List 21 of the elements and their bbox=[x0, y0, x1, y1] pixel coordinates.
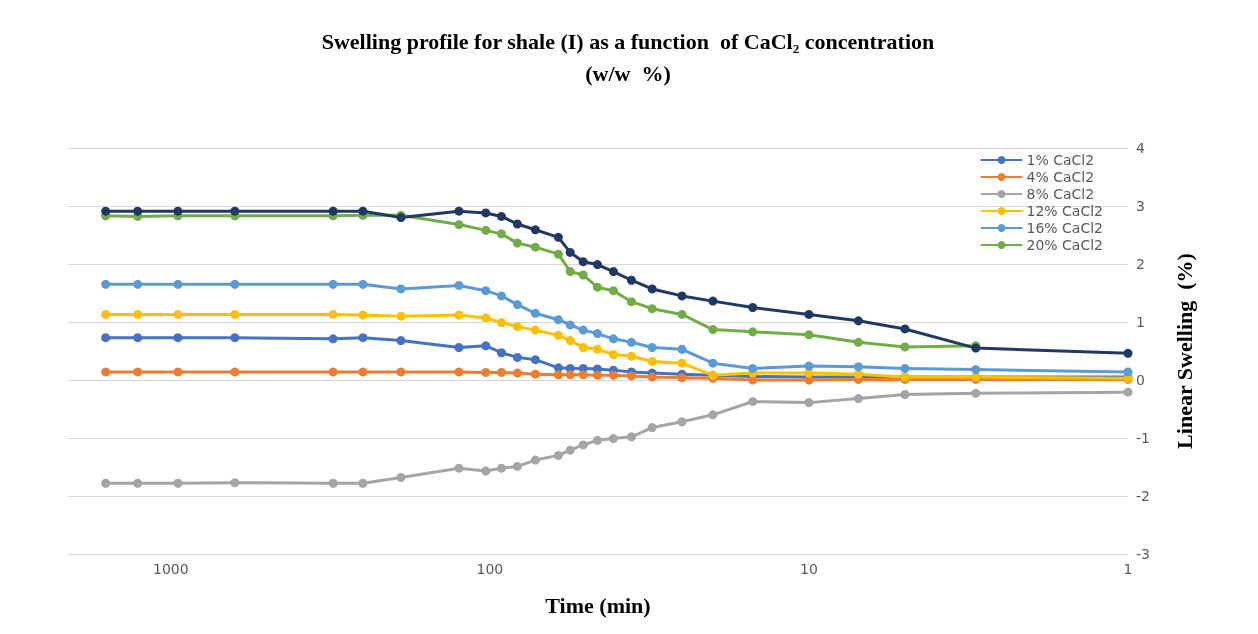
y-tick-label: -2 bbox=[1136, 488, 1150, 504]
legend-label: 8% CaCl2 bbox=[1026, 186, 1095, 202]
y-tick-label: 1 bbox=[1136, 314, 1145, 330]
legend-label: 16% CaCl2 bbox=[1026, 220, 1104, 236]
legend-label: 4% CaCl2 bbox=[1026, 169, 1095, 185]
legend-label: 12% CaCl2 bbox=[1026, 203, 1104, 219]
y-tick-label: 4 bbox=[1136, 140, 1145, 156]
x-tick-label: 10 bbox=[800, 561, 818, 577]
y-tick-label: 3 bbox=[1136, 198, 1145, 214]
x-tick-label: 1000 bbox=[152, 561, 189, 577]
y-tick-label: -3 bbox=[1136, 546, 1150, 562]
y-tick-label: 2 bbox=[1136, 256, 1145, 272]
y-axis-title: Linear Swelling (%) bbox=[1171, 253, 1197, 449]
legend-label: 1% CaCl2 bbox=[1026, 152, 1095, 168]
y-tick-label: -1 bbox=[1136, 430, 1150, 446]
y-tick-label: 0 bbox=[1136, 372, 1145, 388]
chart-title: Swelling profile for shale (I) as a function of CaCl₂ concentration (w/w %) bbox=[321, 28, 935, 86]
x-axis-title: Time (min) bbox=[545, 592, 651, 618]
legend-label: 20% CaCl2 bbox=[1026, 237, 1104, 253]
x-tick-label: 1 bbox=[1123, 561, 1133, 577]
x-tick-label: 100 bbox=[476, 561, 504, 577]
